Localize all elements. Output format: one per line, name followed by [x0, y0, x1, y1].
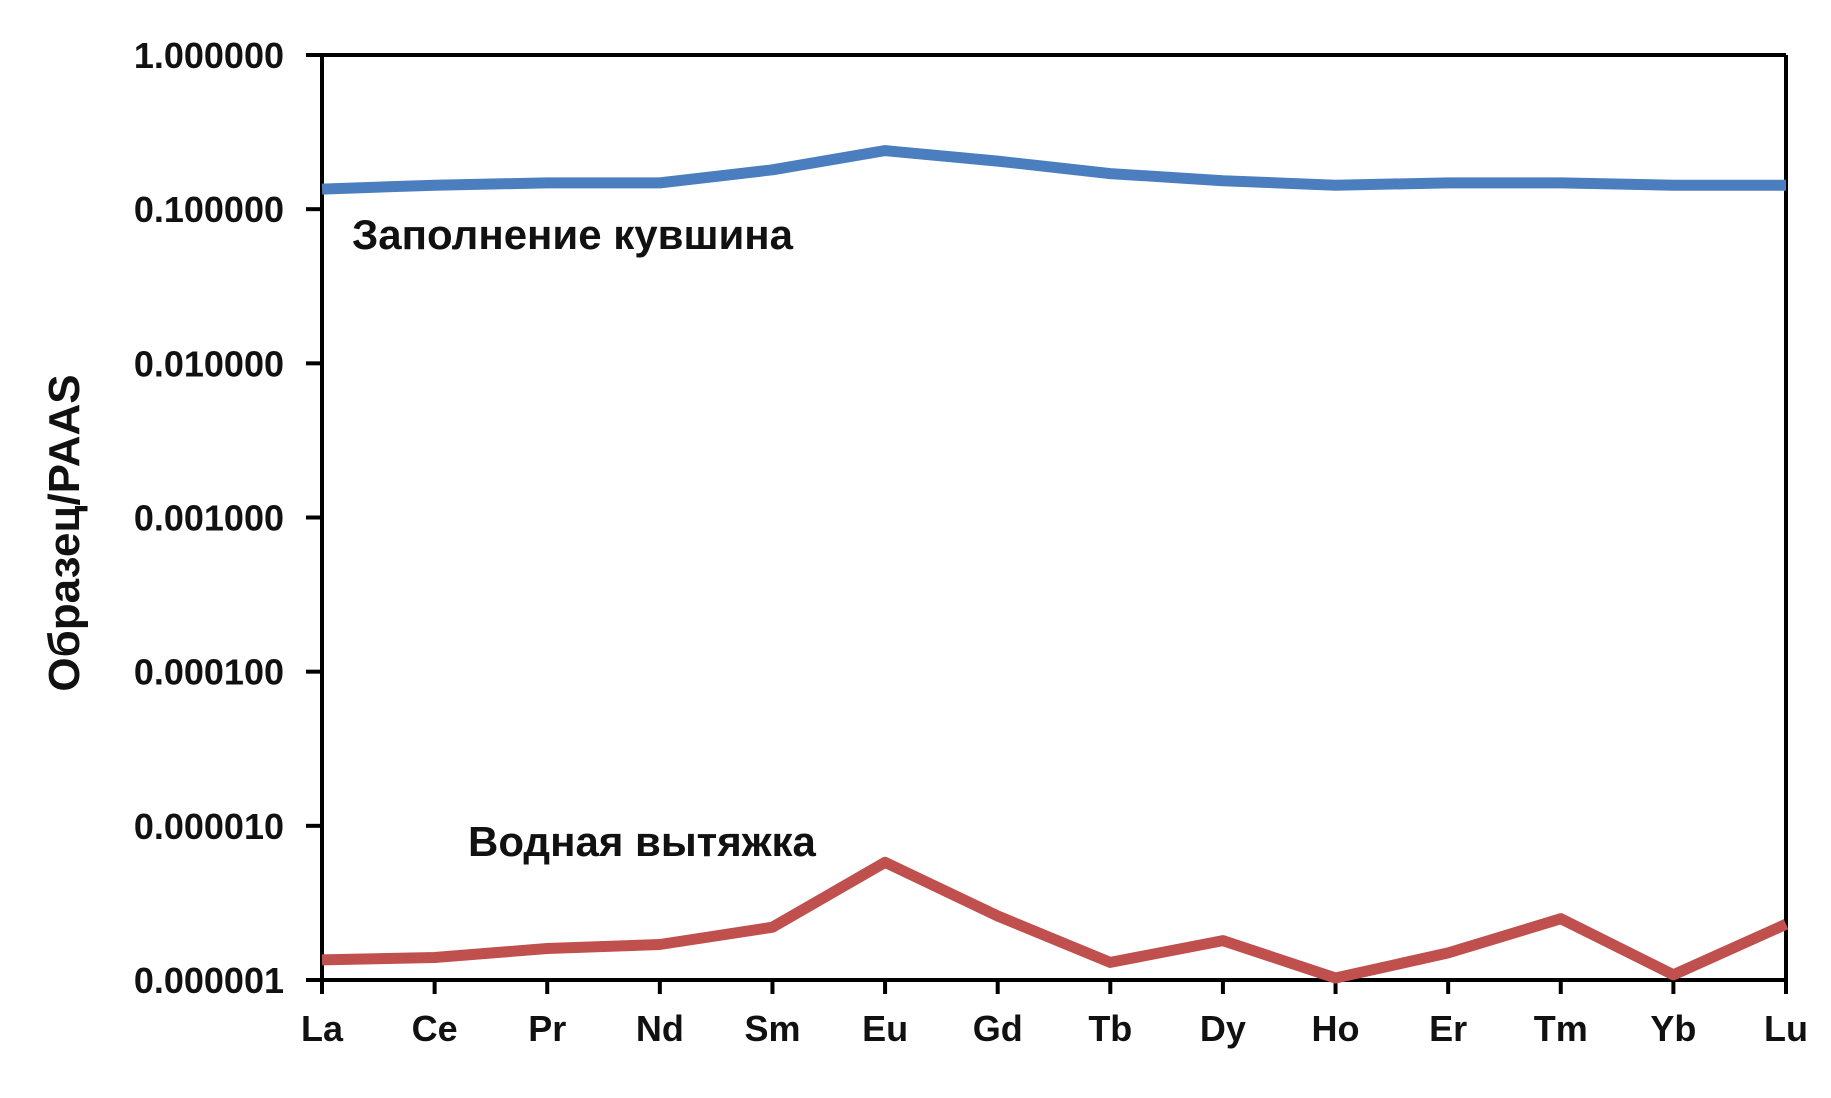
- x-tick-label: Tm: [1534, 1008, 1588, 1049]
- x-tick-label: Nd: [636, 1008, 684, 1049]
- y-tick-label: 0.000100: [134, 652, 284, 693]
- series-label-water-extract: Водная вытяжка: [468, 818, 817, 865]
- x-tick-label: Ce: [412, 1008, 458, 1049]
- x-tick-label: Sm: [744, 1008, 800, 1049]
- x-tick-label: Lu: [1764, 1008, 1808, 1049]
- x-tick-label: Dy: [1200, 1008, 1246, 1049]
- y-tick-label: 1.000000: [134, 35, 284, 76]
- x-tick-label: Eu: [862, 1008, 908, 1049]
- y-axis-label: Образец/PAAS: [40, 374, 89, 691]
- x-tick-label: Tb: [1088, 1008, 1132, 1049]
- y-tick-label: 0.010000: [134, 343, 284, 384]
- x-tick-label: Ho: [1312, 1008, 1360, 1049]
- y-tick-label: 0.001000: [134, 498, 284, 539]
- series-label-fill: Заполнение кувшина: [352, 211, 794, 258]
- series-line-1: [321, 856, 1789, 984]
- x-tick-label: Gd: [973, 1008, 1023, 1049]
- x-tick-label: Er: [1429, 1008, 1467, 1049]
- y-tick-label: 0.000010: [134, 806, 284, 847]
- x-tick-label: Pr: [528, 1008, 566, 1049]
- x-tick-label: La: [301, 1008, 344, 1049]
- series-line-0: [321, 145, 1786, 195]
- x-axis: La Ce Pr Nd Sm Eu Gd Tb Dy Ho Er Tm Yb Lu: [301, 980, 1808, 1049]
- y-tick-label: 0.100000: [134, 189, 284, 230]
- y-tick-label: 0.000001: [134, 960, 284, 1001]
- y-axis: 1.000000 0.100000 0.010000 0.001000 0.000100…: [134, 35, 322, 1001]
- x-tick-label: Yb: [1650, 1008, 1696, 1049]
